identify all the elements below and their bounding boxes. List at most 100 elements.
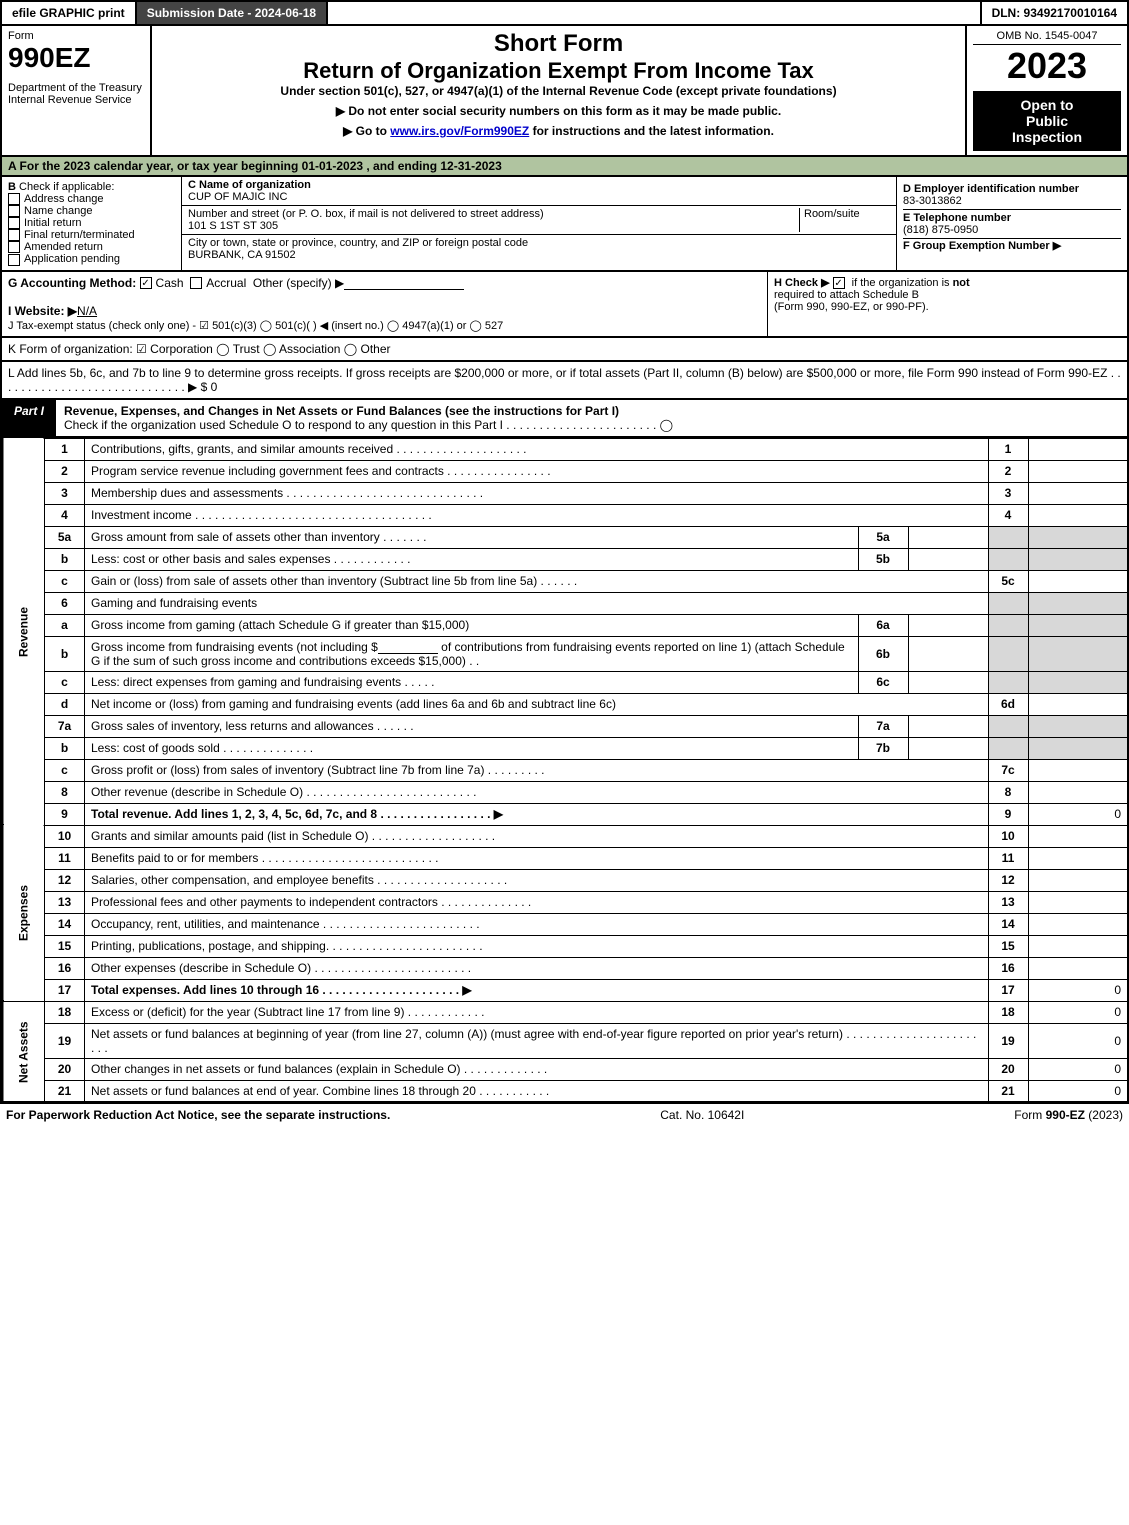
- l7c-num: c: [45, 759, 85, 781]
- row-l: L Add lines 5b, 6c, and 7b to line 9 to …: [0, 362, 1129, 400]
- tax-year: 2023: [973, 45, 1121, 87]
- chk-accrual[interactable]: [190, 277, 202, 289]
- line-17: 17 Total expenses. Add lines 10 through …: [3, 979, 1128, 1001]
- l6c-miniamt[interactable]: [908, 671, 988, 693]
- l3-amt[interactable]: [1028, 482, 1128, 504]
- efile-print-button[interactable]: efile GRAPHIC print: [2, 2, 137, 24]
- l21-num: 21: [45, 1080, 85, 1102]
- l10-num: 10: [45, 825, 85, 847]
- chk-h[interactable]: [833, 277, 845, 289]
- l6c-mini: 6c: [858, 671, 908, 693]
- l13-amt[interactable]: [1028, 891, 1128, 913]
- l2-amt[interactable]: [1028, 460, 1128, 482]
- header-left: Form 990EZ Department of the Treasury In…: [2, 26, 152, 155]
- l11-amt[interactable]: [1028, 847, 1128, 869]
- l6b-shade: [988, 636, 1028, 671]
- line-21: 21 Net assets or fund balances at end of…: [3, 1080, 1128, 1102]
- l19-amt: 0: [1028, 1023, 1128, 1058]
- l2-box: 2: [988, 460, 1028, 482]
- l4-amt[interactable]: [1028, 504, 1128, 526]
- l6b-miniamt[interactable]: [908, 636, 988, 671]
- chk-name-change[interactable]: [8, 205, 20, 217]
- line-6: 6 Gaming and fundraising events: [3, 592, 1128, 614]
- l6a-mini: 6a: [858, 614, 908, 636]
- l16-amt[interactable]: [1028, 957, 1128, 979]
- section-bcd: B Check if applicable: Address change Na…: [0, 177, 1129, 272]
- l14-amt[interactable]: [1028, 913, 1128, 935]
- phone: (818) 875-0950: [903, 224, 978, 236]
- l11-box: 11: [988, 847, 1028, 869]
- opt-final: Final return/terminated: [24, 229, 135, 241]
- opt-other: Other (specify) ▶: [253, 276, 344, 290]
- l5a-miniamt[interactable]: [908, 526, 988, 548]
- e-label: E Telephone number: [903, 212, 1011, 224]
- l15-amt[interactable]: [1028, 935, 1128, 957]
- footer-mid: Cat. No. 10642I: [660, 1108, 744, 1122]
- city-label: City or town, state or province, country…: [188, 237, 528, 249]
- l13-box: 13: [988, 891, 1028, 913]
- part1-label: Part I: [2, 400, 56, 436]
- footer-right-form: 990-EZ: [1046, 1108, 1085, 1122]
- l9-desc: Total revenue. Add lines 1, 2, 3, 4, 5c,…: [85, 803, 989, 825]
- row-h: H Check ▶ if the organization is not req…: [767, 272, 1127, 336]
- l6-desc: Gaming and fundraising events: [85, 592, 989, 614]
- irs-link[interactable]: www.irs.gov/Form990EZ: [390, 124, 529, 138]
- l17-amt: 0: [1028, 979, 1128, 1001]
- line-18: Net Assets 18 Excess or (deficit) for th…: [3, 1001, 1128, 1023]
- l7a-miniamt[interactable]: [908, 715, 988, 737]
- l7c-desc: Gross profit or (loss) from sales of inv…: [85, 759, 989, 781]
- line-4: 4 Investment income . . . . . . . . . . …: [3, 504, 1128, 526]
- other-specify-input[interactable]: [344, 276, 464, 290]
- line-19: 19 Net assets or fund balances at beginn…: [3, 1023, 1128, 1058]
- l6a-num: a: [45, 614, 85, 636]
- chk-application-pending[interactable]: [8, 254, 20, 266]
- l5b-num: b: [45, 548, 85, 570]
- l18-num: 18: [45, 1001, 85, 1023]
- chk-final-return[interactable]: [8, 229, 20, 241]
- h-text2: if the organization is: [852, 277, 953, 289]
- line-2: 2 Program service revenue including gove…: [3, 460, 1128, 482]
- dept-treasury: Department of the Treasury: [8, 82, 144, 94]
- g-label: G Accounting Method:: [8, 276, 136, 290]
- l14-desc: Occupancy, rent, utilities, and maintena…: [85, 913, 989, 935]
- l16-box: 16: [988, 957, 1028, 979]
- l6-shade2: [1028, 592, 1128, 614]
- col-c: C Name of organization CUP OF MAJIC INC …: [182, 177, 897, 270]
- l20-box: 20: [988, 1058, 1028, 1080]
- l7b-miniamt[interactable]: [908, 737, 988, 759]
- side-netassets: Net Assets: [3, 1001, 45, 1102]
- l2-num: 2: [45, 460, 85, 482]
- part1-title: Revenue, Expenses, and Changes in Net As…: [56, 400, 1127, 436]
- line-14: 14 Occupancy, rent, utilities, and maint…: [3, 913, 1128, 935]
- l7c-amt[interactable]: [1028, 759, 1128, 781]
- l1-amt[interactable]: [1028, 438, 1128, 460]
- l7b-shade: [988, 737, 1028, 759]
- l10-amt[interactable]: [1028, 825, 1128, 847]
- check-if-applicable: Check if applicable:: [19, 181, 114, 193]
- l6a-shade2: [1028, 614, 1128, 636]
- l5c-amt[interactable]: [1028, 570, 1128, 592]
- line-12: 12 Salaries, other compensation, and emp…: [3, 869, 1128, 891]
- chk-initial-return[interactable]: [8, 217, 20, 229]
- chk-amended-return[interactable]: [8, 241, 20, 253]
- l6b-blank[interactable]: [378, 640, 438, 654]
- l5a-desc: Gross amount from sale of assets other t…: [85, 526, 859, 548]
- l7a-num: 7a: [45, 715, 85, 737]
- short-form-title: Short Form: [158, 30, 959, 58]
- l20-desc: Other changes in net assets or fund bala…: [85, 1058, 989, 1080]
- l12-amt[interactable]: [1028, 869, 1128, 891]
- dept-irs: Internal Revenue Service: [8, 94, 144, 106]
- col-b: B Check if applicable: Address change Na…: [2, 177, 182, 270]
- l8-amt[interactable]: [1028, 781, 1128, 803]
- l6d-amt[interactable]: [1028, 693, 1128, 715]
- footer-right-post: (2023): [1085, 1108, 1123, 1122]
- chk-address-change[interactable]: [8, 193, 20, 205]
- l6a-desc: Gross income from gaming (attach Schedul…: [85, 614, 859, 636]
- l21-desc: Net assets or fund balances at end of ye…: [85, 1080, 989, 1102]
- chk-cash[interactable]: [140, 277, 152, 289]
- l6a-miniamt[interactable]: [908, 614, 988, 636]
- line-3: 3 Membership dues and assessments . . . …: [3, 482, 1128, 504]
- l18-amt: 0: [1028, 1001, 1128, 1023]
- l5b-miniamt[interactable]: [908, 548, 988, 570]
- l21-box: 21: [988, 1080, 1028, 1102]
